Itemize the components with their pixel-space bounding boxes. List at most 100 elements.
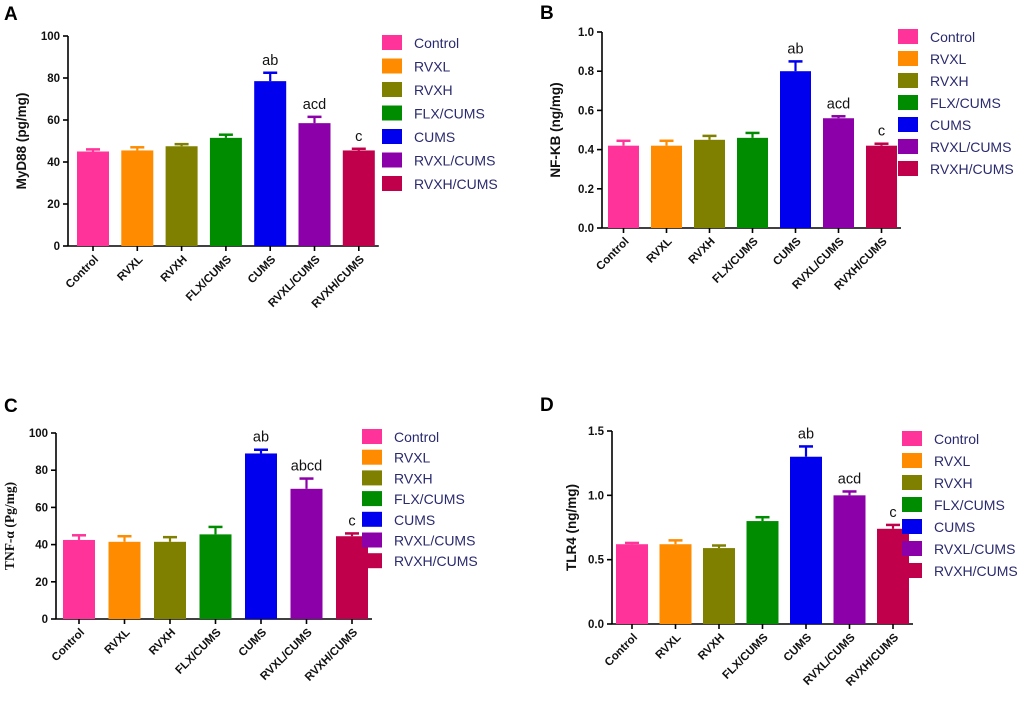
legend-swatch <box>362 491 382 507</box>
bar-control <box>608 145 639 228</box>
legend-label: RVXL/CUMS <box>394 533 475 549</box>
legend-label: RVXL <box>394 450 431 466</box>
legend-label: CUMS <box>394 512 435 528</box>
legend-label: RVXH <box>394 470 433 486</box>
legend-swatch <box>382 58 402 74</box>
legend-label: RVXL <box>930 51 967 67</box>
legend-swatch <box>898 95 918 110</box>
legend-swatch <box>362 532 382 548</box>
bar-flx-cums <box>209 137 242 246</box>
y-tick-label: 0.6 <box>578 105 594 117</box>
legend-swatch <box>898 51 918 66</box>
significance-label: abcd <box>291 459 322 475</box>
legend-swatch <box>362 470 382 486</box>
legend-swatch <box>898 29 918 44</box>
legend-swatch <box>382 35 402 50</box>
bar-flx-cums <box>746 521 779 624</box>
significance-label: ab <box>262 53 278 69</box>
significance-label: ab <box>787 41 803 57</box>
legend-label: Control <box>934 431 979 447</box>
bar-cums <box>254 81 287 247</box>
legend-label: RVXH/CUMS <box>934 563 1018 579</box>
y-tick-label: 1.5 <box>588 426 605 438</box>
y-tick-label: 0.8 <box>578 66 595 78</box>
y-tick-label: 20 <box>47 199 60 211</box>
bar-rvxl-cums <box>823 118 854 228</box>
significance-label: ab <box>798 426 814 442</box>
x-tick-label: CUMS <box>237 626 270 659</box>
panel-a: A 0 20 40 60 80 100 MyD88 (pg/mg) Control RVXL RVX… <box>4 4 498 311</box>
x-tick-label: RVXL <box>654 632 684 662</box>
legend-label: RVXH <box>934 475 973 491</box>
x-tick-label: RVXH <box>687 236 718 267</box>
panel-letter: A <box>4 4 18 25</box>
bar-control <box>616 544 648 624</box>
legend-label: RVXH/CUMS <box>414 176 498 192</box>
legend-swatch <box>362 511 382 527</box>
legend-label: RVXL/CUMS <box>414 153 495 169</box>
legend-swatch <box>898 73 918 88</box>
x-tick-label: RVXH <box>159 254 190 285</box>
bar-rvxh <box>154 541 186 619</box>
x-tick-label: CUMS <box>771 235 804 268</box>
x-tick-label: Control <box>603 632 640 669</box>
legend-swatch <box>382 152 402 168</box>
legend-swatch <box>902 475 922 490</box>
legend-swatch <box>898 117 918 132</box>
y-axis-label: NF-KB (ng/mg) <box>548 82 563 177</box>
y-axis-label: TLR4 (ng/mg) <box>564 484 579 571</box>
x-tick-label: RVXH <box>147 627 178 658</box>
legend-swatch <box>382 129 402 144</box>
y-tick-label: 60 <box>47 115 60 127</box>
bar-rvxh <box>703 548 735 624</box>
legend-swatch <box>902 563 922 578</box>
bar-rvxh-cums <box>342 150 375 246</box>
panel-b: B 0.0 0.2 0.4 0.6 0.8 1.0 NF-KB (ng/mg) Control R… <box>540 3 1014 293</box>
panel-d: D 0.0 0.5 1.0 1.5 TLR4 (ng/mg) Control RVXL RVXH… <box>540 395 1018 689</box>
y-tick-label: 0 <box>42 614 48 626</box>
legend-label: CUMS <box>934 519 975 535</box>
significance-label: c <box>348 513 355 529</box>
y-tick-label: 100 <box>29 428 48 440</box>
bar-rvxl <box>108 541 141 619</box>
y-tick-label: 20 <box>35 577 48 589</box>
significance-label: acd <box>303 97 326 113</box>
x-tick-label: FLX/CUMS <box>721 631 771 681</box>
y-tick-label: 0.2 <box>578 184 594 196</box>
legend-swatch <box>362 429 382 444</box>
panel-letter: D <box>540 395 554 416</box>
panel-letter: B <box>540 3 554 24</box>
bar-rvxl-cums <box>290 488 323 619</box>
x-tick-label: RVXL <box>645 236 675 266</box>
bar-rvxl <box>121 150 154 246</box>
significance-label: acd <box>827 96 850 112</box>
x-tick-label: CUMS <box>246 253 279 286</box>
bar-rvxl-cums <box>833 495 866 624</box>
bar-rvxh-cums <box>866 145 897 228</box>
bar-cums <box>790 456 822 624</box>
x-tick-label: CUMS <box>782 631 815 664</box>
y-tick-label: 0.0 <box>588 619 604 631</box>
bar-control <box>77 151 109 246</box>
legend-label: CUMS <box>930 117 971 133</box>
bar-flx-cums <box>199 534 232 619</box>
legend-swatch <box>382 105 402 121</box>
y-tick-label: 0.4 <box>578 145 595 157</box>
y-tick-label: 80 <box>47 73 60 85</box>
legend-label: RVXL/CUMS <box>934 541 1015 557</box>
x-tick-label: Control <box>64 254 101 291</box>
legend-label: FLX/CUMS <box>414 106 485 122</box>
x-tick-label: Control <box>50 627 87 664</box>
legend-swatch <box>898 139 918 154</box>
y-tick-label: 40 <box>47 157 60 169</box>
legend-swatch <box>902 497 922 512</box>
x-tick-label: RVXL <box>103 627 133 657</box>
legend-label: Control <box>394 429 439 445</box>
significance-label: c <box>889 505 896 521</box>
y-tick-label: 0.0 <box>578 223 594 235</box>
y-tick-label: 40 <box>35 540 48 552</box>
significance-label: c <box>355 129 362 145</box>
panel-letter: C <box>4 396 18 417</box>
bar-rvxh <box>165 146 198 246</box>
y-tick-label: 80 <box>35 465 48 477</box>
